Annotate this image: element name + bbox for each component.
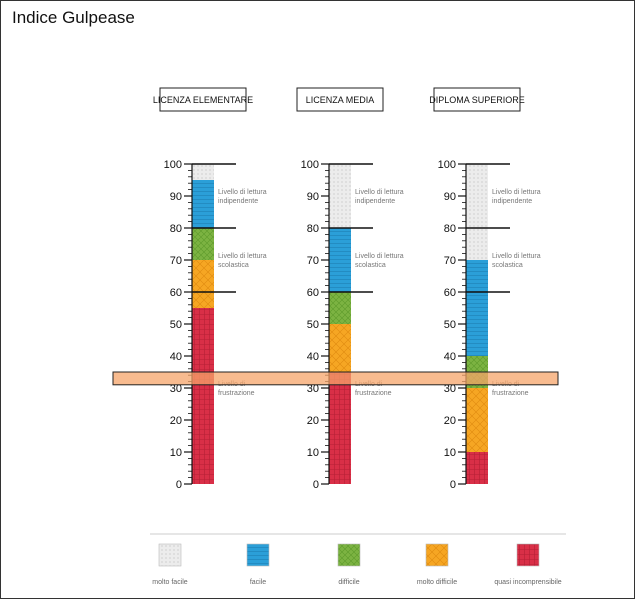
column-header-box <box>159 87 247 112</box>
tick-label: 80 <box>444 223 456 235</box>
legend-swatch-facile <box>246 543 270 567</box>
segment-quasi-incomprensibile <box>192 308 214 484</box>
segment-molto-difficile <box>466 388 488 452</box>
tick-label: 70 <box>307 255 319 267</box>
legend-label: difficile <box>338 579 359 586</box>
tick-label: 100 <box>164 159 182 171</box>
segment-molto-facile <box>329 164 351 228</box>
legend-swatch-difficile <box>337 543 361 567</box>
segment-quasi-incomprensibile <box>466 452 488 484</box>
level-label: frustrazione <box>218 390 255 397</box>
tick-label: 0 <box>450 479 456 491</box>
segment-difficile <box>192 228 214 260</box>
tick-label: 70 <box>444 255 456 267</box>
level-label: scolastica <box>218 262 249 269</box>
legend-swatch-molto-facile <box>158 543 182 567</box>
page-title: Indice Gulpease <box>12 8 135 27</box>
segment-facile <box>192 180 214 228</box>
tick-label: 20 <box>444 415 456 427</box>
tick-label: 60 <box>444 287 456 299</box>
tick-label: 40 <box>444 351 456 363</box>
column-diploma-superiore: DIPLOMA SUPERIORE 0 10 20 30 40 50 60 70 80 90 100 L… <box>429 87 541 491</box>
tick-label: 0 <box>176 479 182 491</box>
legend-label: facile <box>250 579 266 586</box>
tick-label: 90 <box>444 191 456 203</box>
legend-label: molto facile <box>152 579 188 586</box>
tick-label: 100 <box>438 159 456 171</box>
tick-label: 60 <box>170 287 182 299</box>
column-licenza-media: LICENZA MEDIA 0 10 20 30 40 50 60 70 80 90 100 Livel… <box>296 87 404 491</box>
tick-label: 30 <box>170 383 182 395</box>
legend-swatch-quasi-incomprensibile <box>516 543 540 567</box>
tick-label: 80 <box>170 223 182 235</box>
level-label: Livello di lettura <box>492 189 541 196</box>
tick-label: 50 <box>170 319 182 331</box>
segment-molto-facile <box>192 164 214 180</box>
tick-label: 10 <box>170 447 182 459</box>
level-label: frustrazione <box>492 390 529 397</box>
level-label: frustrazione <box>355 390 392 397</box>
tick-label: 10 <box>307 447 319 459</box>
tick-label: 100 <box>301 159 319 171</box>
legend-label: molto difficile <box>417 579 457 586</box>
tick-label: 30 <box>307 383 319 395</box>
tick-label: 90 <box>307 191 319 203</box>
tick-label: 20 <box>307 415 319 427</box>
tick-label: 30 <box>444 383 456 395</box>
level-label: Livello di lettura <box>218 253 267 260</box>
legend-label: quasi incomprensibile <box>494 579 561 586</box>
level-label: Livello di lettura <box>492 253 541 260</box>
level-label: scolastica <box>355 262 386 269</box>
tick-label: 70 <box>170 255 182 267</box>
legend-swatch-molto-difficile <box>425 543 449 567</box>
level-label: indipendente <box>355 198 395 205</box>
level-label: scolastica <box>492 262 523 269</box>
level-label: indipendente <box>492 198 532 205</box>
column-header-label: LICENZA ELEMENTARE <box>153 95 253 105</box>
column-header-box <box>433 87 521 112</box>
column-header-label: LICENZA MEDIA <box>306 95 375 105</box>
tick-label: 10 <box>444 447 456 459</box>
tick-label: 60 <box>307 287 319 299</box>
segment-facile <box>466 260 488 356</box>
tick-label: 0 <box>313 479 319 491</box>
tick-label: 80 <box>307 223 319 235</box>
segment-facile <box>329 228 351 292</box>
column-header-box <box>296 87 384 112</box>
level-label: indipendente <box>218 198 258 205</box>
level-label: Livello di lettura <box>355 253 404 260</box>
segment-quasi-incomprensibile <box>329 372 351 484</box>
segment-molto-difficile <box>329 324 351 372</box>
level-label: Livello di lettura <box>218 189 267 196</box>
segment-molto-facile <box>466 164 488 260</box>
segment-difficile <box>329 292 351 324</box>
tick-label: 40 <box>307 351 319 363</box>
level-label: Livello di lettura <box>355 189 404 196</box>
column-licenza-elementare: LICENZA ELEMENTARE 0 10 20 30 40 50 60 70 80 90 100… <box>153 87 267 491</box>
tick-label: 40 <box>170 351 182 363</box>
tick-label: 50 <box>444 319 456 331</box>
tick-label: 90 <box>170 191 182 203</box>
highlight-band <box>112 371 559 386</box>
tick-label: 50 <box>307 319 319 331</box>
column-header-label: DIPLOMA SUPERIORE <box>429 95 525 105</box>
segment-molto-difficile <box>192 260 214 308</box>
tick-label: 20 <box>170 415 182 427</box>
